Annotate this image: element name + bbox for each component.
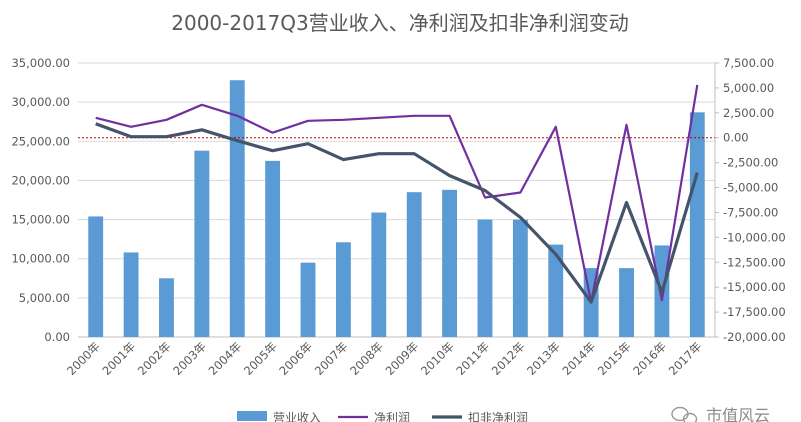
x-tick-label: 2013年 bbox=[524, 339, 563, 378]
x-tick-label: 2009年 bbox=[383, 339, 422, 378]
x-tick-label: 2016年 bbox=[630, 339, 669, 378]
left-tick-label: 10,000.00 bbox=[11, 252, 70, 266]
right-tick-label: -7,500.00 bbox=[723, 205, 778, 219]
x-tick-label: 2011年 bbox=[453, 339, 492, 378]
left-tick-label: 0.00 bbox=[44, 330, 70, 344]
right-tick-label: -17,500.00 bbox=[723, 305, 786, 319]
x-tick-label: 2005年 bbox=[241, 339, 280, 378]
revenue-bar bbox=[123, 252, 139, 337]
right-tick-label: 5,000.00 bbox=[723, 81, 774, 95]
revenue-bar bbox=[371, 212, 387, 337]
legend-revenue: 营业收入 bbox=[237, 411, 321, 422]
gridlines bbox=[78, 62, 715, 338]
left-tick-label: 20,000.00 bbox=[11, 173, 70, 187]
x-tick-label: 2012年 bbox=[489, 339, 528, 378]
revenue-bar bbox=[194, 150, 210, 337]
revenue-bar bbox=[512, 219, 528, 337]
revenue-bar bbox=[159, 278, 174, 337]
legend-net-profit: 净利润 bbox=[338, 411, 410, 422]
revenue-bar bbox=[88, 216, 104, 337]
right-axis: -20,000.00 -17,500.00 -15,000.00 -12,500.00… bbox=[714, 56, 786, 344]
legend-swatch bbox=[237, 411, 267, 421]
x-tick-label: 2002年 bbox=[135, 339, 174, 378]
x-tick-label: 2003年 bbox=[170, 339, 209, 378]
x-tick-label: 2008年 bbox=[347, 339, 386, 378]
x-tick-label: 2010年 bbox=[418, 339, 457, 378]
revenue-bar bbox=[548, 244, 564, 337]
revenue-bar bbox=[406, 192, 422, 337]
left-tick-label: 5,000.00 bbox=[19, 291, 70, 305]
x-tick-label: 2014年 bbox=[560, 339, 599, 378]
right-tick-label: -12,500.00 bbox=[723, 255, 786, 269]
x-tick-label: 2006年 bbox=[276, 339, 315, 378]
left-tick-label: 35,000.00 bbox=[11, 56, 70, 70]
wechat-icon bbox=[671, 406, 698, 422]
chart-title: 2000-2017Q3营业收入、净利润及扣非净利润变动 bbox=[171, 11, 628, 35]
left-tick-label: 15,000.00 bbox=[11, 213, 70, 227]
revenue-bar bbox=[265, 160, 281, 337]
profit-lines bbox=[95, 84, 699, 304]
left-tick-label: 25,000.00 bbox=[11, 134, 70, 148]
revenue-bar bbox=[619, 268, 634, 337]
left-tick-label: 30,000.00 bbox=[11, 95, 70, 109]
x-tick-label: 2007年 bbox=[312, 339, 351, 378]
right-tick-label: 2,500.00 bbox=[723, 106, 774, 120]
revenue-bar bbox=[477, 219, 493, 337]
x-tick-label: 2001年 bbox=[99, 339, 138, 378]
left-axis: 0.00 5,000.00 10,000.00 15,000.00 20,000.00 2… bbox=[11, 56, 70, 344]
x-axis-labels: 2000年2001年2002年2003年2004年2005年2006年2007年… bbox=[64, 339, 704, 378]
revenue-bar bbox=[335, 242, 351, 337]
x-tick-label: 2017年 bbox=[666, 339, 705, 378]
revenue-bar bbox=[229, 80, 245, 338]
x-tick-label: 2000年 bbox=[64, 339, 103, 378]
right-tick-label: -10,000.00 bbox=[723, 230, 786, 244]
legend-label: 营业收入 bbox=[273, 411, 321, 422]
legend-deducted-profit: 扣非净利润 bbox=[432, 411, 528, 422]
x-tick-label: 2015年 bbox=[595, 339, 634, 378]
watermark-text: 市值风云 bbox=[706, 406, 770, 422]
right-tick-label: -2,500.00 bbox=[723, 156, 778, 170]
revenue-bar bbox=[689, 112, 705, 337]
right-tick-label: -20,000.00 bbox=[723, 330, 786, 344]
legend-label: 扣非净利润 bbox=[468, 411, 528, 422]
right-tick-label: 0.00 bbox=[723, 131, 749, 145]
deducted-profit-line bbox=[95, 122, 699, 304]
legend-label: 净利润 bbox=[374, 411, 410, 422]
x-tick-label: 2004年 bbox=[206, 339, 245, 378]
net-profit-line bbox=[95, 84, 699, 304]
right-tick-label: -5,000.00 bbox=[723, 181, 778, 195]
watermark: 市值风云 bbox=[671, 406, 770, 422]
revenue-bar bbox=[442, 189, 458, 337]
revenue-bars bbox=[88, 80, 705, 338]
legend: 营业收入 净利润 扣非净利润 bbox=[237, 411, 528, 422]
right-tick-label: 7,500.00 bbox=[723, 56, 774, 70]
right-tick-label: -15,000.00 bbox=[723, 280, 786, 294]
revenue-bar bbox=[300, 262, 316, 337]
